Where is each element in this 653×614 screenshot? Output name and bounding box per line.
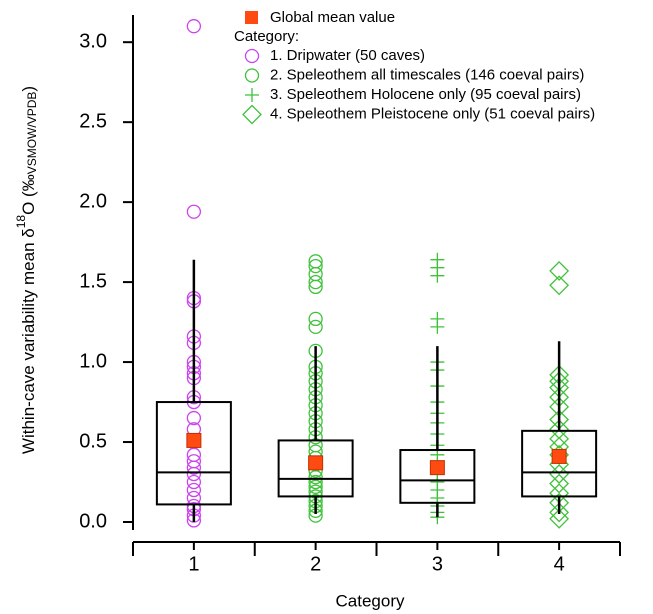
y-title-part: ) [19, 86, 38, 92]
y-axis-title: Within-cave variability mean δ18O (‰VSMO… [14, 86, 39, 454]
legend-marker [242, 104, 262, 125]
y-title-sup: 18 [14, 215, 28, 229]
data-point [549, 260, 570, 281]
legend-label: 3. Speleothem Holocene only (95 coeval p… [270, 86, 581, 103]
data-point [186, 482, 202, 498]
x-axis-title: Category [336, 591, 405, 610]
y-title-part: O (‰ [19, 174, 38, 215]
y-tick-label: 3.0 [79, 30, 107, 52]
data-point [430, 268, 445, 283]
data-point [186, 460, 202, 475]
box [399, 449, 476, 504]
data-point [549, 428, 570, 449]
box [155, 401, 232, 506]
y-tick-label: 1.0 [79, 350, 107, 372]
mean-marker [186, 432, 202, 448]
data-point [430, 319, 445, 334]
legend-label: Global mean value [270, 9, 395, 26]
legend-label: 2. Speleothem all timescales (146 coeval… [270, 66, 584, 83]
data-point [308, 258, 323, 274]
box [277, 439, 354, 498]
x-tick-label: 2 [310, 553, 321, 575]
data-point [549, 508, 570, 529]
y-title-part: Within-cave variability mean δ [19, 228, 38, 454]
data-point [186, 474, 202, 490]
x-tick-label: 3 [432, 553, 443, 575]
y-tick-label: 1.5 [79, 270, 107, 292]
data-point [308, 266, 323, 282]
data-point [186, 19, 202, 34]
data-point [186, 466, 202, 482]
y-title-sub: VSMOW/VPDB [25, 92, 39, 175]
legend-marker [244, 48, 260, 64]
data-point [308, 274, 323, 290]
y-tick-label: 2.0 [79, 190, 107, 212]
legend-label: 4. Speleothem Pleistocene only (51 coeva… [270, 105, 595, 122]
data-point [308, 474, 323, 490]
mean-marker [308, 455, 324, 471]
x-tick-label: 1 [188, 553, 199, 575]
mean-marker [551, 448, 567, 464]
data-point [308, 279, 323, 295]
data-point [308, 479, 323, 494]
data-point [186, 410, 202, 426]
box [521, 429, 598, 498]
legend-label: 1. Dripwater (50 caves) [270, 47, 425, 64]
y-tick-label: 0.5 [79, 430, 107, 452]
x-tick-label: 4 [554, 553, 565, 575]
data-point [549, 464, 570, 484]
legend-mean-marker [245, 11, 258, 24]
data-point [549, 502, 570, 523]
data-point [186, 204, 202, 219]
data-point [308, 311, 323, 327]
y-tick-label: 2.5 [79, 110, 107, 132]
y-tick-label: 0.0 [79, 510, 107, 532]
data-point [549, 473, 570, 494]
data-point [308, 470, 323, 485]
data-point [308, 319, 323, 335]
legend-marker [244, 68, 260, 83]
legend-title: Category: [234, 28, 299, 45]
legend-marker [245, 88, 259, 102]
mean-marker [429, 460, 445, 476]
data-point [549, 275, 570, 296]
